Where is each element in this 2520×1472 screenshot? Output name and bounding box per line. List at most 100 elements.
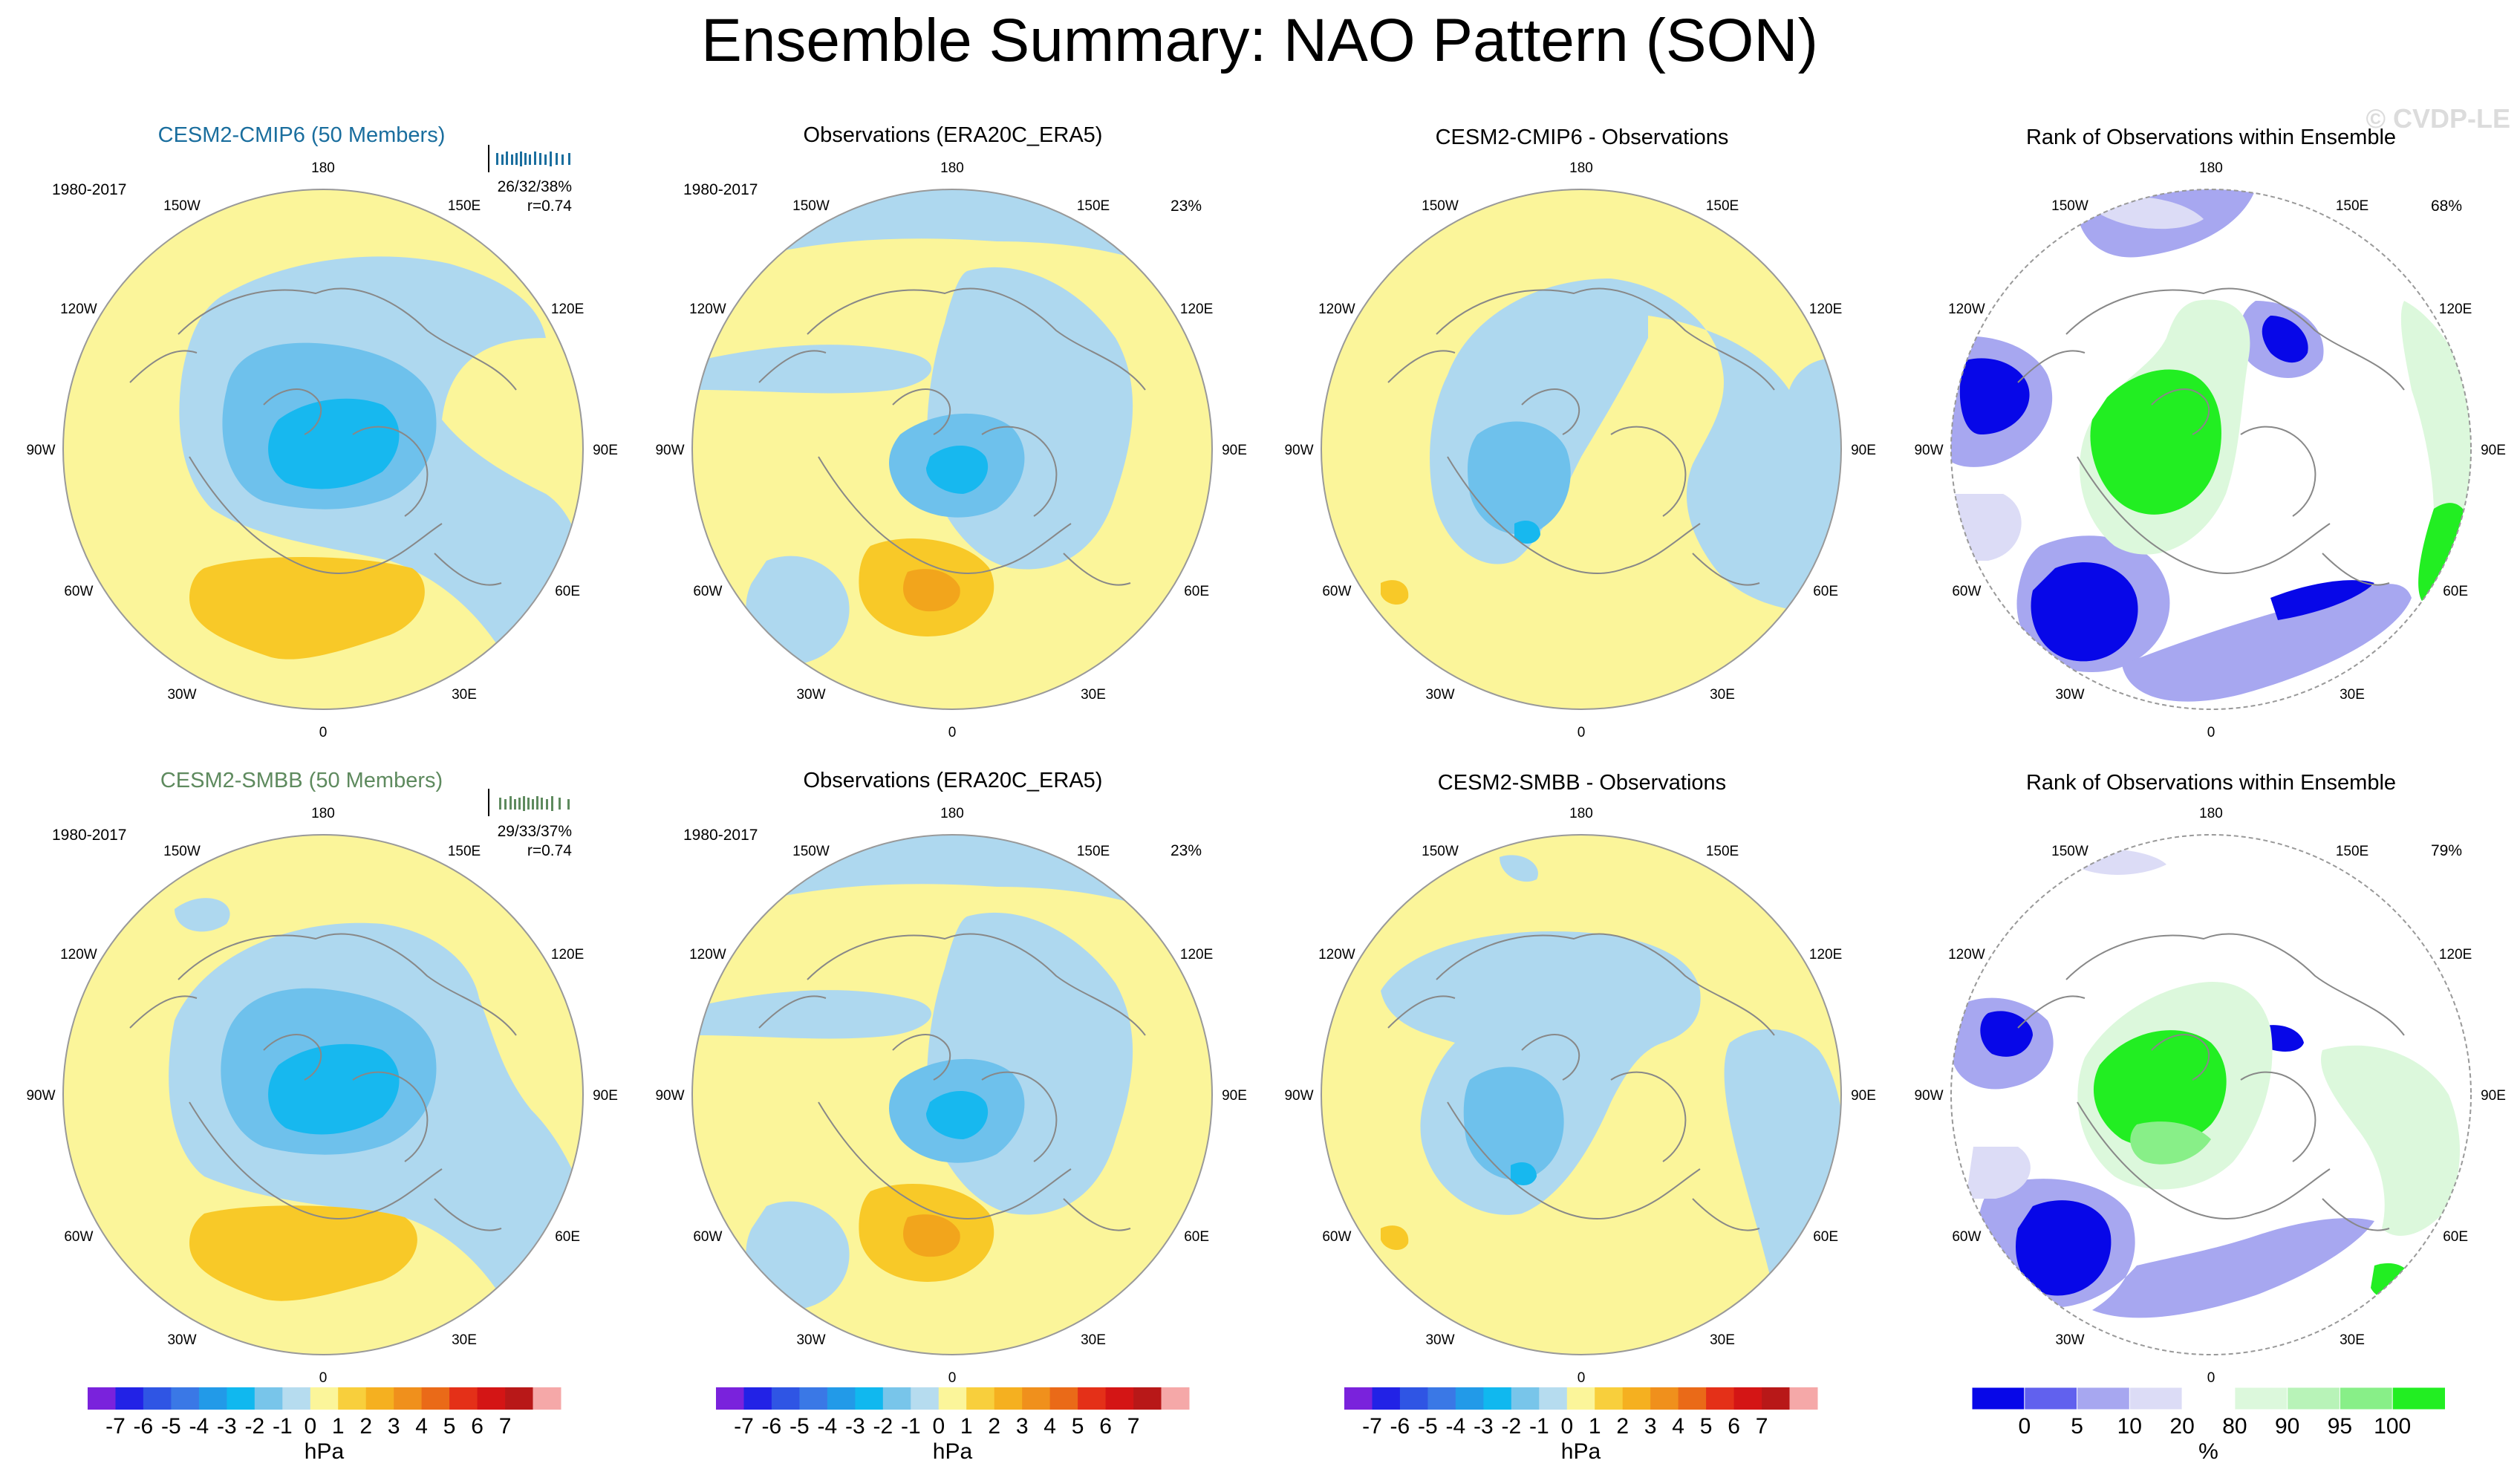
lon-label-lon180-r1c4: 180 [2199,160,2223,176]
lon-label-lon90E-r1c2: 90E [1222,443,1247,458]
member-spread-marks [496,152,570,166]
panel-title: Rank of Observations within Ensemble [2026,771,2396,795]
colorbar-4-swatch [2339,1387,2394,1410]
lon-label-lon180-r1c3: 180 [1569,160,1593,176]
lon-label-lon0-r2c3: 0 [1578,1370,1586,1386]
lon-label-lon60W-r1c1: 60W [64,584,93,599]
panel-title: CESM2-CMIP6 (50 Members) [158,123,446,147]
lon-label-lon120W-r1c1: 120W [60,302,97,317]
colorbar-2-swatch [1078,1387,1107,1410]
panel-2-3: CESM2-SMBB - Observations [1321,771,1842,1355]
lon-label-lon0-r1c4: 0 [2207,725,2215,740]
colorbar-1-swatch [227,1387,255,1410]
colorbar-3-tick: -6 [1390,1414,1410,1439]
lon-label-lon90W-r2c4: 90W [1914,1088,1943,1104]
corr-label: r=0.74 [527,198,572,215]
lon-label-lon30W-r1c3: 30W [1425,687,1454,703]
colorbar-4-swatch [2129,1387,2184,1410]
colorbar-1-swatch [115,1387,144,1410]
map-disc [1321,189,1842,710]
colorbar-2-swatch [938,1387,967,1410]
lon-label-lon90W-r2c2: 90W [655,1088,684,1104]
colorbar-2-tick: 0 [932,1414,945,1439]
colorbar-2-tick: 4 [1044,1414,1056,1439]
lon-label-lon120W-r2c4: 120W [1948,947,1985,963]
lon-label-lon60E-r1c3: 60E [1813,584,1838,599]
panel-1-1: CESM2-CMIP6 (50 Members) 1980-2017 26/32… [52,123,584,710]
lon-label-lon90E-r1c1: 90E [593,443,618,458]
lon-label-lon150W-r2c4: 150W [2051,844,2088,859]
colorbar-1-tick: 5 [443,1414,456,1439]
lon-label-lon30W-r2c4: 30W [2055,1332,2084,1348]
lon-label-lon60E-r1c4: 60E [2443,584,2468,599]
colorbar-3-tick: 4 [1672,1414,1684,1439]
colorbar-2-swatch [1133,1387,1162,1410]
lon-label-lon60E-r1c1: 60E [555,584,580,599]
colorbar-3-swatch [1650,1387,1679,1410]
colorbar-2-swatch [1161,1387,1190,1410]
lon-label-lon90E-r1c3: 90E [1851,443,1876,458]
colorbar-4-tick: 10 [2117,1414,2142,1439]
lon-label-lon90W-r2c1: 90W [26,1088,55,1104]
colorbar-1-swatch [394,1387,423,1410]
period-label: 1980-2017 [683,827,758,844]
colorbar-3-swatch [1789,1387,1818,1410]
colorbar-3-swatch [1595,1387,1624,1410]
colorbar-3-swatch [1455,1387,1484,1410]
corr-label: r=0.74 [527,842,572,859]
colorbar-1-swatch [365,1387,394,1410]
lon-label-lon90W-r1c4: 90W [1914,443,1943,458]
colorbar-2-swatch [994,1387,1023,1410]
panel-title: Rank of Observations within Ensemble [2026,126,2396,149]
colorbar-3-tick: 1 [1589,1414,1601,1439]
colorbar-2-tick: 5 [1072,1414,1084,1439]
colorbar-1-tick: -3 [217,1414,237,1439]
lon-label-lon120E-r2c4: 120E [2439,947,2472,963]
lon-label-lon120E-r1c1: 120E [551,302,584,317]
watermark: © CVDP-LE [2366,103,2510,134]
lon-label-lon90W-r2c3: 90W [1284,1088,1313,1104]
colorbar-1-swatch [310,1387,339,1410]
map-disc [62,189,584,710]
panel-1-2: Observations (ERA20C_ERA5) 1980-2017 23% [683,123,1213,710]
colorbar-1-swatch [143,1387,172,1410]
lon-label-lon30W-r2c1: 30W [167,1332,196,1348]
colorbar-3-tick: -2 [1501,1414,1521,1439]
period-label: 1980-2017 [52,181,126,198]
colorbar-3-tick: 0 [1560,1414,1573,1439]
lon-label-lon60E-r2c4: 60E [2443,1229,2468,1245]
colorbar-1-swatch [171,1387,200,1410]
colorbar-2-swatch [1105,1387,1134,1410]
panel-title: CESM2-SMBB - Observations [1438,771,1726,795]
lon-label-lon0-r1c3: 0 [1578,725,1586,740]
lon-label-lon180-r2c4: 180 [2199,806,2223,821]
colorbar-3-swatch [1706,1387,1735,1410]
colorbar-1-tick: 0 [304,1414,316,1439]
lon-label-lon150E-r1c3: 150E [1706,198,1739,214]
panel-1-4: Rank of Observations within Ensemble 68% [1950,126,2472,710]
lon-label-lon90E-r2c4: 90E [2481,1088,2506,1104]
pct-label: 79% [2431,842,2462,859]
lon-label-lon30W-r1c1: 30W [167,687,196,703]
lon-label-lon60E-r2c1: 60E [555,1229,580,1245]
lon-label-lon60W-r2c4: 60W [1952,1229,1981,1245]
colorbar-1-swatch [421,1387,450,1410]
colorbar-3-tick: -4 [1446,1414,1466,1439]
colorbar-4-swatch [2392,1387,2446,1410]
colorbar-3-unit: hPa [1561,1439,1601,1464]
lon-label-lon150W-r1c3: 150W [1422,198,1459,214]
lon-label-lon0-r1c2: 0 [948,725,957,740]
colorbar-2-tick: 3 [1016,1414,1029,1439]
lon-label-lon120W-r2c3: 120W [1318,947,1355,963]
colorbar-4-tick: 20 [2169,1414,2194,1439]
lon-label-lon90E-r2c1: 90E [593,1088,618,1104]
lon-label-lon30E-r2c4: 30E [2340,1332,2365,1348]
colorbar-3-tick: -3 [1474,1414,1494,1439]
colorbar-1-swatch [449,1387,478,1410]
lon-label-lon0-r2c1: 0 [319,1370,328,1386]
colorbar-1-tick: -1 [273,1414,293,1439]
panel-2-4: Rank of Observations within Ensemble 79% [1950,771,2472,1355]
lon-label-lon150W-r1c4: 150W [2051,198,2088,214]
lon-label-lon30E-r1c2: 30E [1081,687,1106,703]
